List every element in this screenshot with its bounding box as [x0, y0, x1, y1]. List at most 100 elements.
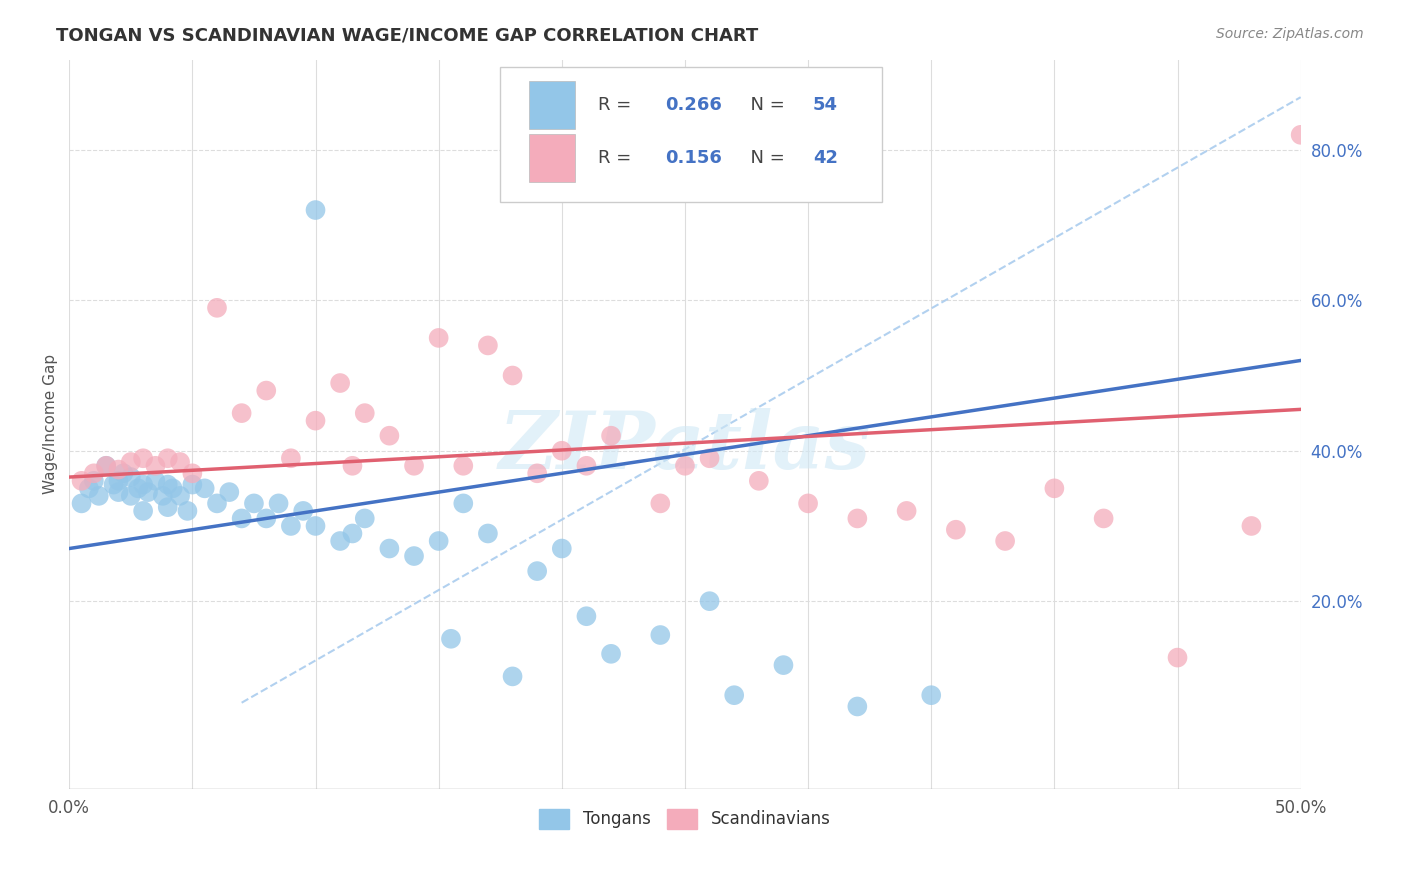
Point [896, 504, 918, 518]
Point [342, 458, 364, 473]
Text: 0.156: 0.156 [665, 149, 723, 167]
Y-axis label: Wage/Income Gap: Wage/Income Gap [44, 354, 58, 494]
Text: R =: R = [598, 95, 637, 114]
Point [254, 384, 277, 398]
Point [994, 534, 1017, 549]
Point [304, 414, 326, 428]
Point [292, 504, 315, 518]
Text: 54: 54 [813, 95, 838, 114]
Point [162, 481, 184, 495]
Text: ZIPatlas: ZIPatlas [499, 408, 870, 485]
Point [329, 534, 352, 549]
Point [846, 511, 869, 525]
Point [477, 526, 499, 541]
Point [132, 504, 155, 518]
Point [440, 632, 463, 646]
Point [600, 428, 623, 442]
Point [353, 406, 375, 420]
Point [304, 202, 326, 217]
FancyBboxPatch shape [501, 67, 882, 202]
Point [304, 519, 326, 533]
Point [103, 477, 125, 491]
Point [723, 688, 745, 702]
Point [70, 474, 93, 488]
Point [502, 368, 524, 383]
Point [1289, 128, 1312, 142]
Point [1240, 519, 1263, 533]
Point [231, 406, 253, 420]
Point [152, 489, 174, 503]
Point [96, 458, 118, 473]
Bar [529, 135, 575, 182]
Text: R =: R = [598, 149, 637, 167]
Point [132, 477, 155, 491]
Point [772, 658, 794, 673]
Point [176, 504, 198, 518]
Point [920, 688, 942, 702]
Point [526, 564, 548, 578]
Point [107, 462, 129, 476]
Bar [529, 81, 575, 128]
Point [181, 477, 204, 491]
Point [453, 458, 475, 473]
Point [945, 523, 967, 537]
Point [120, 455, 142, 469]
Point [797, 496, 820, 510]
Point [551, 541, 574, 556]
Point [156, 451, 179, 466]
Point [477, 338, 499, 352]
Text: N =: N = [740, 95, 790, 114]
Point [650, 628, 672, 642]
Point [402, 458, 425, 473]
Point [156, 477, 179, 491]
Point [502, 669, 524, 683]
Point [107, 485, 129, 500]
Point [427, 331, 450, 345]
Point [77, 481, 100, 495]
Legend: Tongans, Scandinavians: Tongans, Scandinavians [533, 802, 837, 836]
Text: 42: 42 [813, 149, 838, 167]
Point [231, 511, 253, 525]
Text: TONGAN VS SCANDINAVIAN WAGE/INCOME GAP CORRELATION CHART: TONGAN VS SCANDINAVIAN WAGE/INCOME GAP C… [56, 27, 758, 45]
Point [83, 467, 105, 481]
Point [650, 496, 672, 510]
Point [169, 489, 191, 503]
Point [280, 519, 302, 533]
Point [127, 481, 149, 495]
Point [243, 496, 266, 510]
Point [83, 474, 105, 488]
Point [1166, 650, 1188, 665]
Point [453, 496, 475, 510]
Point [673, 458, 696, 473]
Point [353, 511, 375, 525]
Point [600, 647, 623, 661]
Point [112, 467, 135, 481]
Point [575, 609, 598, 624]
Point [169, 455, 191, 469]
Point [254, 511, 277, 525]
Point [267, 496, 290, 510]
Point [194, 481, 217, 495]
Point [551, 443, 574, 458]
Point [107, 474, 129, 488]
Point [329, 376, 352, 390]
Text: 0.266: 0.266 [665, 95, 723, 114]
Point [748, 474, 770, 488]
Point [1043, 481, 1066, 495]
Point [378, 541, 401, 556]
Point [699, 594, 721, 608]
Point [181, 467, 204, 481]
Point [136, 485, 159, 500]
Point [145, 458, 167, 473]
Point [342, 526, 364, 541]
Point [120, 489, 142, 503]
Point [575, 458, 598, 473]
Point [846, 699, 869, 714]
Point [699, 451, 721, 466]
Point [280, 451, 302, 466]
Point [156, 500, 179, 515]
Text: Source: ZipAtlas.com: Source: ZipAtlas.com [1216, 27, 1364, 41]
Point [526, 467, 548, 481]
Text: N =: N = [740, 149, 790, 167]
Point [427, 534, 450, 549]
